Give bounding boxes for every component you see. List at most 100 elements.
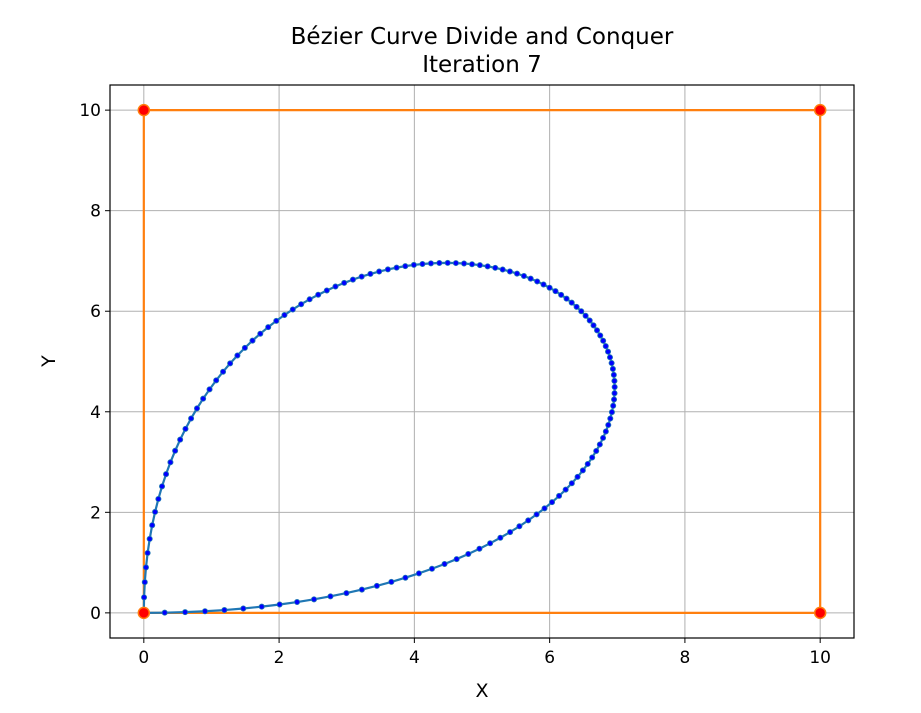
control-point (813, 606, 827, 620)
curve-point (610, 402, 617, 409)
curve-point (315, 291, 322, 298)
curve-point (258, 603, 265, 610)
curve-point (402, 574, 409, 581)
curve-point (540, 281, 547, 288)
curve-point (415, 570, 422, 577)
curve-point (281, 312, 288, 319)
chart-subtitle: Iteration 7 (422, 52, 542, 78)
curve-point (497, 534, 504, 541)
curve-point (476, 545, 483, 552)
curve-point (590, 322, 597, 329)
curve-point (436, 259, 443, 266)
curve-point (152, 508, 159, 515)
curve-point (608, 409, 615, 416)
curve-point (220, 368, 227, 375)
curve-point (376, 268, 383, 275)
x-tick-label: 2 (274, 648, 285, 668)
curve-point (507, 529, 514, 536)
curve-point (610, 371, 617, 378)
curve-point (402, 263, 409, 270)
x-tick-label: 8 (679, 648, 690, 668)
curve-point (589, 454, 596, 461)
curve-point (525, 517, 532, 524)
curve-point (358, 586, 365, 593)
curve-point (149, 522, 156, 529)
curve-point (534, 278, 541, 285)
curve-point (327, 593, 334, 600)
curve-point (221, 607, 228, 614)
y-axis-ticks: 0 2 4 6 8 10 (79, 101, 110, 624)
curve-point (298, 301, 305, 308)
curve-point (144, 549, 151, 556)
curve-point (311, 596, 318, 603)
y-tick-label: 2 (90, 503, 101, 523)
x-tick-label: 10 (809, 648, 831, 668)
curve-point (419, 261, 426, 268)
bezier-curve-line (142, 261, 616, 614)
control-point (813, 103, 827, 117)
curve-point (499, 266, 506, 273)
curve-point (294, 599, 301, 606)
x-axis-label: X (475, 680, 488, 702)
y-tick-label: 10 (79, 101, 101, 121)
curve-point (167, 459, 174, 466)
curve-point (582, 312, 589, 319)
curve-point (349, 276, 356, 283)
control-point (137, 103, 151, 117)
curve-point (227, 360, 234, 367)
curve-point (141, 579, 148, 586)
curve-point (558, 291, 565, 298)
curve-point (568, 299, 575, 306)
curve-point (476, 262, 483, 269)
curve-point (574, 473, 581, 480)
curve-point (441, 561, 448, 568)
curve-point (562, 486, 569, 493)
curve-point (201, 608, 208, 615)
control-polygon-line (142, 109, 822, 614)
curve-point (177, 436, 184, 443)
curve-point (306, 296, 313, 303)
curve-point (234, 352, 241, 359)
grid (110, 85, 854, 638)
curve-point (609, 365, 616, 372)
curve-point (323, 287, 330, 294)
curve-point (427, 260, 434, 267)
curve-point (573, 303, 580, 310)
curve-point (605, 348, 612, 355)
curve-point (146, 535, 153, 542)
curve-point (452, 260, 459, 267)
curve-point (568, 480, 575, 487)
curve-point (193, 405, 200, 412)
y-tick-label: 8 (90, 202, 101, 222)
x-tick-label: 0 (138, 648, 149, 668)
curve-point (213, 377, 220, 384)
curve-point (200, 395, 207, 402)
curve-point (611, 384, 618, 391)
curve-point (161, 609, 168, 616)
curve-point (597, 332, 604, 339)
curve-point (373, 582, 380, 589)
curve-point (444, 259, 451, 266)
curve-point (384, 266, 391, 273)
curve-point (155, 495, 162, 502)
curve-point (469, 261, 476, 268)
curve-point (257, 330, 264, 337)
curve-point (461, 260, 468, 267)
curve-point (556, 492, 563, 499)
curve-point (600, 337, 607, 344)
curve-point (182, 609, 189, 616)
curve-point (520, 272, 527, 279)
curve-point (516, 523, 523, 530)
curve-point (265, 324, 272, 331)
x-axis-ticks: 0 2 4 6 8 10 (138, 638, 831, 668)
y-tick-label: 0 (90, 604, 101, 624)
x-tick-label: 6 (544, 648, 555, 668)
curve-point (611, 377, 618, 384)
bezier-curve (140, 259, 618, 616)
x-tick-label: 4 (409, 648, 420, 668)
curve-point (484, 263, 491, 270)
curve-point (527, 275, 534, 282)
curve-point (273, 317, 280, 324)
curve-point (172, 447, 179, 454)
